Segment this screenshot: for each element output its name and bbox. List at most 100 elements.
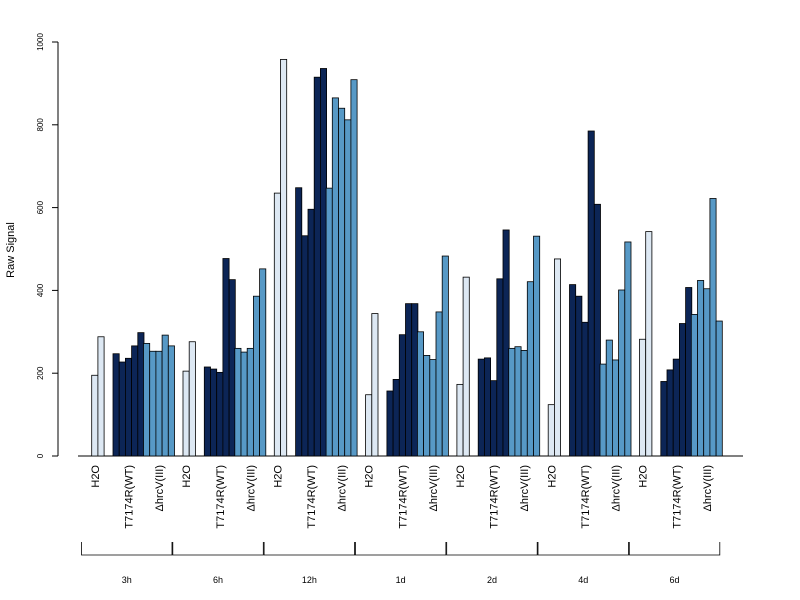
bar xyxy=(581,321,589,457)
bar xyxy=(188,341,196,457)
condition-label: ΔhrcV(III) xyxy=(519,465,531,511)
bar xyxy=(325,187,333,457)
bar xyxy=(143,342,151,457)
bar xyxy=(91,374,99,457)
condition-label: ΔhrcV(III) xyxy=(337,465,349,511)
bar xyxy=(167,345,175,457)
bar xyxy=(690,314,698,457)
bar xyxy=(210,368,218,457)
bar xyxy=(319,68,327,457)
bar xyxy=(624,241,632,457)
condition-label: ΔhrcV(III) xyxy=(702,465,714,511)
condition-label: ΔhrcV(III) xyxy=(428,465,440,511)
condition-label: T7174R(WT) xyxy=(306,465,318,529)
bar xyxy=(112,353,120,457)
bar xyxy=(234,347,242,457)
group-bracket xyxy=(446,542,538,556)
bar xyxy=(514,346,522,457)
condition-label: T7174R(WT) xyxy=(580,465,592,529)
bar xyxy=(666,369,674,457)
bar xyxy=(259,268,267,457)
group-label: 4d xyxy=(578,575,588,585)
bar xyxy=(423,354,431,457)
condition-label: ΔhrcV(III) xyxy=(245,465,257,511)
bar xyxy=(547,404,555,457)
condition-label: H2O xyxy=(181,465,193,488)
bar xyxy=(715,320,723,457)
bar xyxy=(429,359,437,457)
bar xyxy=(587,130,595,457)
condition-label: ΔhrcV(III) xyxy=(611,465,623,511)
bar xyxy=(411,303,419,457)
y-tick-label: 400 xyxy=(36,283,45,297)
group-label: 3h xyxy=(122,575,132,585)
bar xyxy=(645,231,653,457)
bar xyxy=(639,338,647,457)
bar xyxy=(131,345,139,457)
y-tick-label: 600 xyxy=(36,200,45,214)
condition-label: H2O xyxy=(455,465,467,488)
condition-label: T7174R(WT) xyxy=(489,465,501,529)
bars xyxy=(91,58,723,457)
bar xyxy=(462,276,470,457)
y-axis-label: Raw Signal xyxy=(5,222,17,278)
bar xyxy=(502,229,510,457)
bar xyxy=(222,258,230,457)
bar xyxy=(490,380,498,457)
bar xyxy=(441,255,449,457)
bar xyxy=(520,350,528,457)
bar xyxy=(301,235,309,457)
bar xyxy=(679,323,687,457)
bar xyxy=(416,331,424,457)
y-axis: 0 200 400 600 800 1000 xyxy=(36,33,59,458)
bar xyxy=(313,76,321,457)
bar xyxy=(280,58,288,457)
bar xyxy=(533,235,541,457)
bar xyxy=(483,357,491,457)
bar xyxy=(599,363,607,457)
bar xyxy=(605,339,613,457)
bar xyxy=(350,79,358,457)
bar xyxy=(149,350,157,457)
y-tick-label: 1000 xyxy=(36,33,45,51)
y-tick-label: 200 xyxy=(36,366,45,380)
bar xyxy=(456,383,464,457)
condition-label: H2O xyxy=(90,465,102,488)
condition-label: H2O xyxy=(546,465,558,488)
bar xyxy=(252,295,260,457)
bar xyxy=(398,334,406,457)
bar xyxy=(392,379,400,457)
group-label: 6d xyxy=(670,575,680,585)
group-label: 12h xyxy=(302,575,317,585)
group-brackets: 3h 6h 12h 1d 2d 4d 6d xyxy=(81,542,721,585)
bar xyxy=(554,258,562,457)
bar xyxy=(685,287,693,457)
bar xyxy=(338,107,346,457)
bar xyxy=(295,187,303,457)
condition-label: H2O xyxy=(272,465,284,488)
bar xyxy=(246,347,254,457)
bar xyxy=(435,311,443,457)
group-label: 2d xyxy=(487,575,497,585)
bar xyxy=(365,394,373,457)
condition-label: T7174R(WT) xyxy=(124,465,136,529)
bar xyxy=(612,359,620,457)
bar xyxy=(97,336,105,457)
bar xyxy=(575,295,583,457)
condition-label: T7174R(WT) xyxy=(671,465,683,529)
bar xyxy=(618,289,626,457)
bar xyxy=(273,192,281,457)
group-bracket xyxy=(81,542,173,556)
condition-label: ΔhrcV(III) xyxy=(154,465,166,511)
condition-label: T7174R(WT) xyxy=(397,465,409,529)
condition-label: H2O xyxy=(638,465,650,488)
group-label: 6h xyxy=(213,575,223,585)
group-label: 1d xyxy=(396,575,406,585)
bar xyxy=(371,313,379,457)
bar xyxy=(709,198,717,457)
bar xyxy=(697,280,705,457)
bar xyxy=(496,278,504,457)
bar xyxy=(216,371,224,457)
y-tick-label: 0 xyxy=(36,453,45,458)
